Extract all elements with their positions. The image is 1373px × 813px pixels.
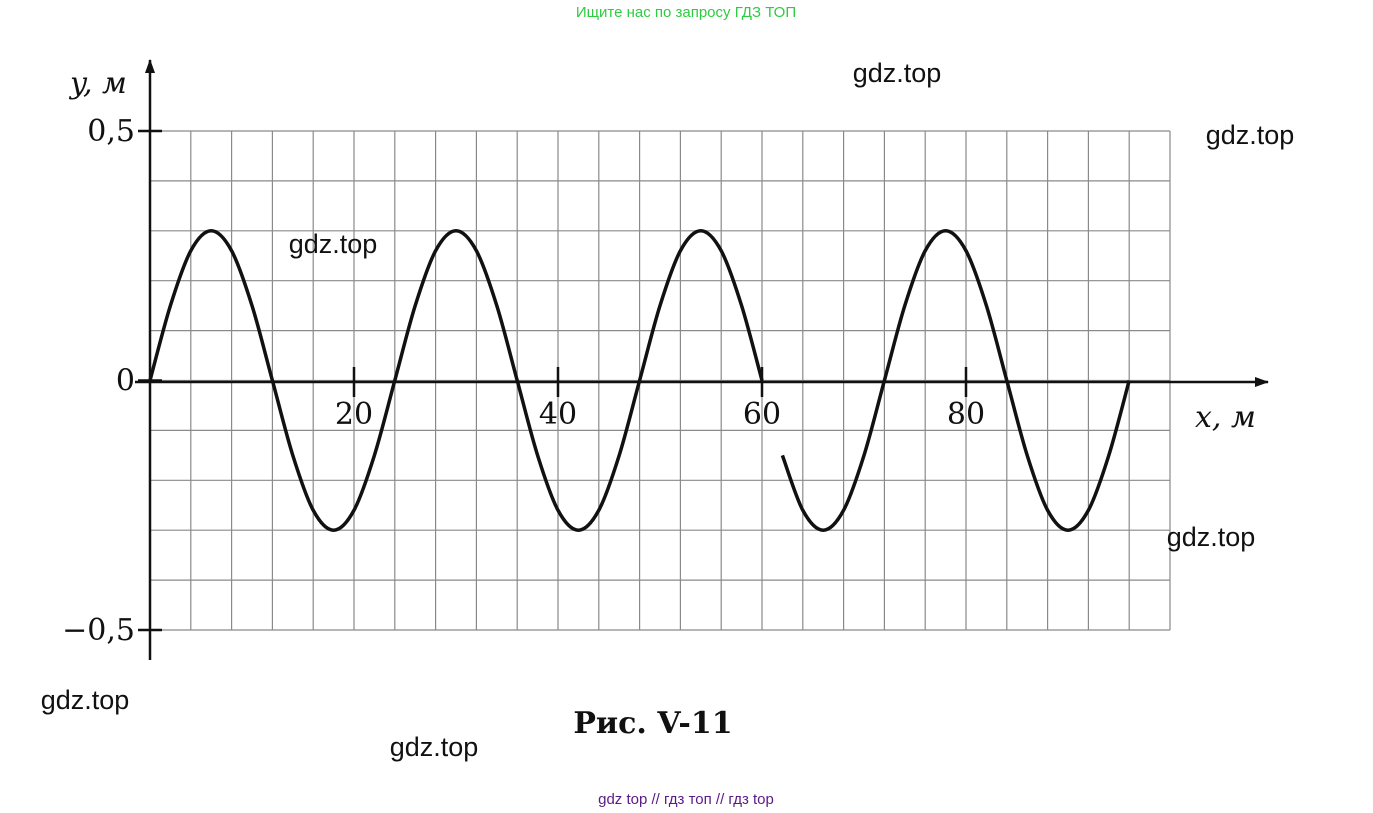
watermark: gdz.top [289, 229, 378, 259]
x-tick-label: 40 [539, 397, 577, 432]
y-axis-label: y, м [68, 66, 127, 101]
x-tick-label: 80 [947, 397, 985, 432]
watermark: gdz.top [1167, 522, 1256, 552]
y-tick-label: −0,5 [62, 613, 135, 648]
header: Ищите нас по запросу ГДЗ ТОП [576, 4, 796, 21]
x-tick-label: 60 [743, 397, 781, 432]
wave-line [148, 229, 1131, 532]
watermark: gdz.top [41, 685, 130, 715]
x-tick-label: 20 [335, 397, 373, 432]
caption: Рис. V-11 [573, 706, 732, 741]
watermark: gdz.top [1206, 120, 1295, 150]
watermark: gdz.top [390, 732, 479, 762]
y-tick-label: 0,5 [87, 114, 135, 149]
x-axis-label: x, м [1195, 400, 1256, 435]
watermark: gdz.top [853, 58, 942, 88]
footer: gdz top // гдз топ // гдз top [598, 791, 774, 808]
y-tick-label: 0 [116, 364, 135, 399]
